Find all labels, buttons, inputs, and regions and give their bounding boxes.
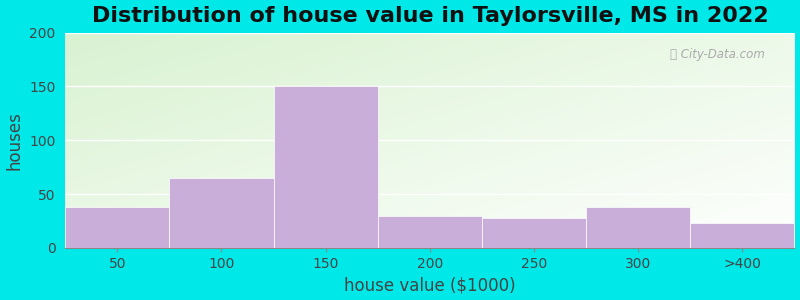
Bar	[170, 178, 274, 248]
X-axis label: house value ($1000): house value ($1000)	[344, 276, 516, 294]
Bar	[482, 218, 586, 248]
Bar	[586, 207, 690, 248]
Bar	[690, 223, 794, 248]
Bar	[66, 207, 170, 248]
Text: Ⓢ City-Data.com: Ⓢ City-Data.com	[670, 48, 766, 61]
Title: Distribution of house value in Taylorsville, MS in 2022: Distribution of house value in Taylorsvi…	[91, 6, 768, 26]
Bar	[274, 86, 378, 248]
Y-axis label: houses: houses	[6, 111, 23, 170]
Bar	[378, 216, 482, 248]
